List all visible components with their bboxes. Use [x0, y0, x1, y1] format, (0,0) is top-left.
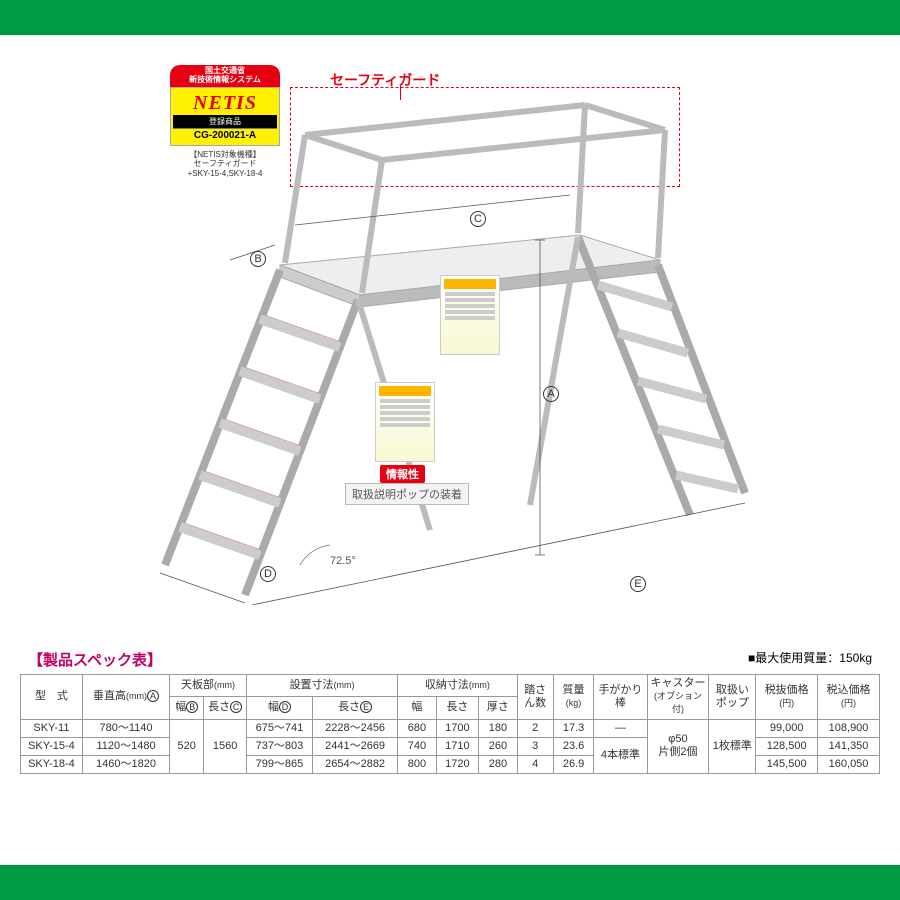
info-tag: 情報性: [380, 465, 425, 483]
th-board-w: 幅B: [170, 697, 204, 719]
max-load: ■最大使用質量：150kg: [748, 649, 872, 666]
th-install-l: 長さE: [312, 697, 397, 719]
dimension-mark-b: B: [250, 250, 266, 267]
th-price-in: 税込価格(円): [818, 675, 880, 720]
th-install-w: 幅D: [246, 697, 312, 719]
spec-section: 【製品スペック表】 ■最大使用質量：150kg 型 式 垂直高(mm)A: [20, 645, 880, 774]
content-area: 国土交通省 新技術情報システム NETIS 登録商品 CG-200021-A 【…: [20, 35, 880, 865]
th-height: 垂直高(mm)A: [82, 675, 169, 720]
th-model: 型 式: [21, 675, 83, 720]
spec-table-body: SKY-11780～11405201560675～7412228～2456680…: [21, 719, 880, 774]
table-row: SKY-11780～11405201560675～7412228～2456680…: [21, 719, 880, 737]
instruction-poster-2: [375, 382, 435, 462]
th-handrail: 手がかり棒: [594, 675, 647, 720]
th-popup: 取扱いポップ: [709, 675, 756, 720]
info-label: 取扱説明ポップの装着: [345, 483, 469, 505]
dimension-mark-c: C: [470, 210, 486, 227]
dimension-mark-d: D: [260, 565, 276, 582]
th-price-ex: 税抜価格(円): [756, 675, 818, 720]
th-mass: 質量(kg): [553, 675, 593, 720]
th-storage-w: 幅: [398, 697, 436, 719]
instruction-poster-1: [440, 275, 500, 355]
spec-table: 型 式 垂直高(mm)A 天板部(mm) 設置寸法(mm) 収納寸法(mm) 踏…: [20, 674, 880, 774]
top-accent-bar: [0, 0, 900, 35]
dimension-mark-e: E: [630, 575, 646, 592]
th-board: 天板部(mm): [170, 675, 247, 697]
th-caster: キャスター(オプション付): [647, 675, 709, 720]
spec-table-head: 型 式 垂直高(mm)A 天板部(mm) 設置寸法(mm) 収納寸法(mm) 踏…: [21, 675, 880, 720]
bottom-accent-bar: [0, 865, 900, 900]
angle-label: 72.5°: [330, 555, 356, 567]
th-storage: 収納寸法(mm): [398, 675, 517, 697]
th-steps: 踏さん数: [517, 675, 553, 720]
dimension-mark-a: A: [543, 385, 559, 402]
th-board-l: 長さC: [204, 697, 247, 719]
th-storage-l: 長さ: [436, 697, 479, 719]
spec-title: 【製品スペック表】: [28, 649, 872, 670]
th-install: 設置寸法(mm): [246, 675, 397, 697]
th-storage-t: 厚さ: [479, 697, 517, 719]
